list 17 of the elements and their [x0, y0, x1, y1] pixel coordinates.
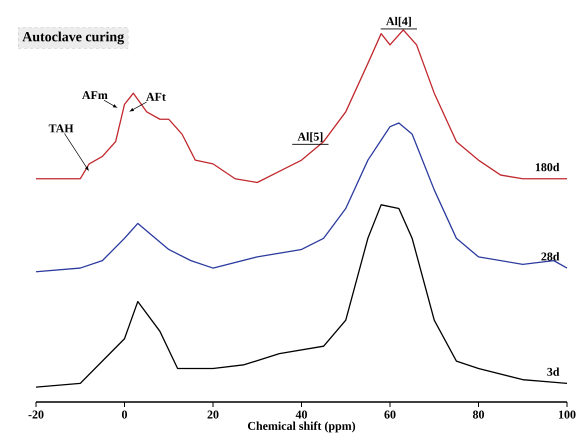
- chart-title: Autoclave curing: [22, 32, 124, 44]
- x-tick-label: -20: [28, 410, 44, 419]
- x-tick-label: 20: [208, 410, 219, 419]
- annotation: AFm: [82, 91, 108, 100]
- x-axis-title: Chemical shift (ppm): [248, 421, 356, 432]
- x-tick-label: 80: [472, 410, 484, 419]
- annotation: TAH: [48, 124, 74, 132]
- series-label: 28d: [541, 252, 560, 261]
- annotation: Al[5]: [298, 132, 322, 142]
- annotation: AFt: [146, 92, 166, 101]
- x-tick-label: 60: [384, 410, 396, 419]
- series-label: 180d: [536, 162, 560, 172]
- x-tick-label: 0: [122, 410, 128, 419]
- text: Al[4]: [386, 16, 411, 27]
- x-tick-label: 100: [558, 410, 576, 419]
- x-tick-label: 40: [296, 410, 308, 419]
- series-label: 3d: [547, 367, 560, 376]
